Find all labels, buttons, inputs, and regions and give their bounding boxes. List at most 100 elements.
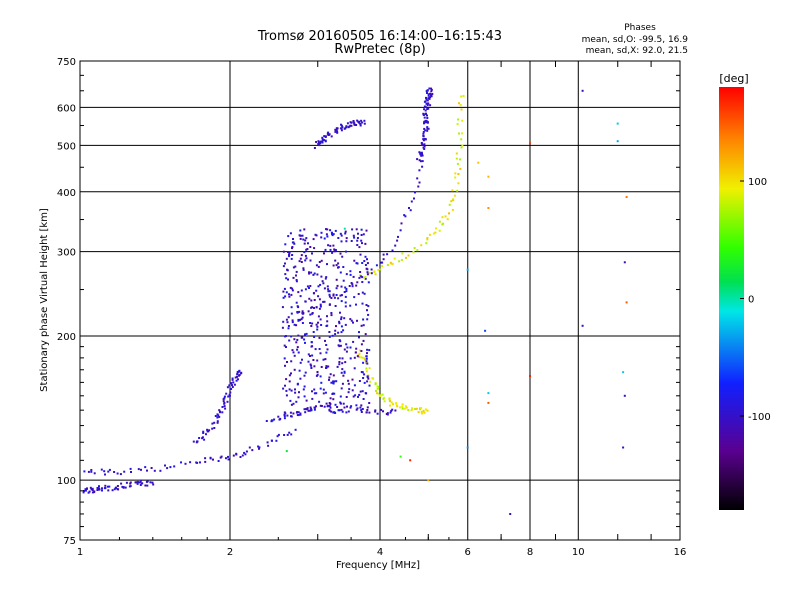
data-point	[308, 287, 310, 289]
data-point	[337, 331, 340, 334]
data-point	[427, 127, 430, 130]
data-point	[218, 409, 221, 412]
data-point	[295, 324, 298, 327]
data-point	[82, 491, 85, 494]
data-point	[293, 354, 296, 357]
data-point	[331, 234, 334, 237]
data-point	[288, 293, 290, 296]
data-point	[258, 446, 261, 449]
data-point	[315, 392, 318, 395]
data-point	[324, 391, 327, 394]
data-point	[393, 257, 396, 260]
data-point	[335, 264, 338, 267]
data-point	[416, 158, 419, 161]
data-point	[333, 250, 336, 253]
phase-info-x-line: mean, sd,X: 92.0, 21.5	[586, 46, 688, 56]
data-point	[422, 132, 425, 135]
data-point	[417, 185, 420, 188]
data-point	[289, 411, 292, 414]
data-point	[421, 160, 424, 163]
data-point	[297, 334, 300, 337]
data-point	[216, 421, 219, 424]
data-point	[410, 409, 413, 412]
data-point	[367, 281, 370, 284]
data-point	[366, 362, 369, 365]
data-point	[320, 236, 323, 239]
data-point	[232, 381, 235, 384]
data-point	[283, 411, 286, 414]
data-point	[359, 390, 362, 393]
data-point	[238, 374, 240, 377]
data-point	[332, 392, 335, 395]
data-point	[423, 127, 426, 130]
data-point	[356, 237, 359, 239]
data-point	[381, 261, 384, 264]
data-point	[144, 466, 147, 469]
data-point	[318, 298, 321, 301]
data-point	[315, 141, 318, 143]
data-point	[408, 207, 410, 209]
data-point	[283, 287, 286, 290]
data-point	[349, 346, 352, 349]
data-point	[292, 402, 295, 405]
data-point	[323, 135, 326, 138]
data-point	[347, 391, 350, 394]
colorbar-label: [deg]	[719, 72, 748, 85]
data-point	[298, 391, 300, 394]
data-point	[311, 252, 313, 255]
data-point	[344, 286, 347, 289]
data-point	[425, 119, 428, 122]
data-point	[291, 247, 293, 250]
data-point	[300, 261, 303, 263]
data-point	[333, 296, 336, 299]
data-point	[271, 439, 273, 442]
data-point	[108, 485, 111, 488]
data-point	[345, 396, 348, 398]
y-axis-ticks: 75 100 200 300 400 500 600 750	[57, 57, 680, 547]
data-point	[345, 411, 348, 414]
data-point	[317, 321, 319, 324]
data-point	[339, 252, 342, 255]
data-point	[232, 454, 235, 457]
data-point	[322, 388, 325, 391]
data-point	[357, 293, 360, 295]
data-point	[340, 408, 343, 411]
data-point	[292, 412, 295, 415]
colorbar-tick-label: -100	[748, 412, 771, 423]
data-point	[199, 461, 201, 464]
data-point	[399, 229, 402, 232]
data-point	[308, 271, 310, 274]
data-point	[338, 339, 341, 342]
data-point	[307, 353, 310, 356]
data-point	[356, 407, 359, 410]
data-point	[141, 482, 144, 485]
data-point	[327, 288, 330, 291]
data-point	[204, 457, 207, 460]
data-point	[117, 488, 120, 491]
grid-lines	[80, 61, 680, 540]
data-point	[349, 273, 352, 276]
data-point	[340, 371, 343, 374]
data-point	[282, 296, 285, 299]
data-point	[451, 189, 454, 192]
data-point	[212, 458, 214, 461]
data-point	[529, 142, 531, 145]
data-point	[427, 94, 430, 97]
data-point	[319, 305, 322, 308]
data-point	[326, 285, 329, 288]
data-point	[316, 273, 319, 276]
data-point	[277, 433, 280, 436]
data-point	[311, 397, 314, 400]
data-point	[335, 380, 338, 383]
data-point	[313, 247, 316, 250]
data-point	[313, 392, 316, 395]
data-point	[300, 289, 303, 292]
data-point	[366, 409, 369, 411]
data-point	[308, 272, 311, 275]
data-point	[316, 371, 319, 373]
data-points	[82, 87, 628, 515]
data-point	[407, 254, 410, 257]
data-point	[318, 144, 321, 147]
data-point	[334, 229, 337, 232]
data-point	[275, 439, 278, 442]
